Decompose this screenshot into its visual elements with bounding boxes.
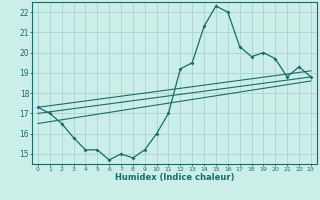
X-axis label: Humidex (Indice chaleur): Humidex (Indice chaleur) <box>115 173 234 182</box>
